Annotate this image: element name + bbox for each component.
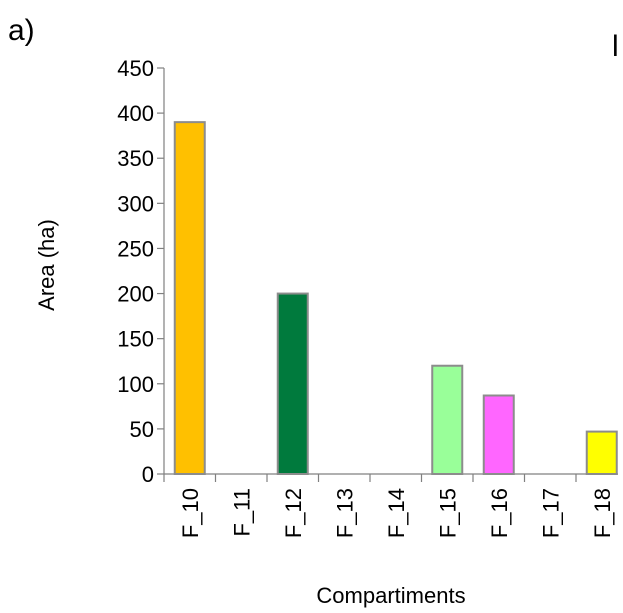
x-axis: F_10 F_11 F_12 F_13 F_14 F_15 F_16 F_17 F_18 — [163, 473, 618, 538]
bar-f-15 — [431, 364, 464, 476]
y-axis-title: Area (ha) — [34, 219, 59, 311]
bars — [173, 121, 618, 476]
y-tick-label: 350 — [117, 146, 154, 171]
y-tick-label: 0 — [142, 462, 154, 487]
x-tick-label: F_17 — [538, 488, 563, 538]
y-tick-label: 50 — [130, 417, 154, 442]
y-tick-label: 450 — [117, 56, 154, 81]
x-tick-label: F_18 — [590, 488, 615, 538]
y-axis: 0 50 100 150 200 250 300 350 400 450 — [117, 56, 165, 487]
x-tick-label: F_15 — [435, 488, 460, 538]
x-tick-label: F_14 — [384, 488, 409, 538]
y-tick-label: 200 — [117, 282, 154, 307]
x-tick-label: F_16 — [487, 488, 512, 538]
x-tick-label: F_12 — [281, 488, 306, 538]
y-tick-label: 400 — [117, 101, 154, 126]
bar-f-16 — [482, 394, 515, 475]
bar-f-18 — [585, 430, 618, 475]
y-tick-label: 300 — [117, 191, 154, 216]
y-tick-label: 100 — [117, 372, 154, 397]
y-tick-label: 250 — [117, 236, 154, 261]
x-tick-label: F_13 — [332, 488, 357, 538]
x-axis-title: Compartiments — [316, 583, 465, 608]
bar-f-12 — [276, 292, 309, 475]
y-tick-label: 150 — [117, 327, 154, 352]
next-panel-label-fragment: l — [612, 30, 619, 63]
bar-f-10 — [173, 121, 206, 475]
x-tick-label: F_11 — [229, 488, 254, 537]
panel-label: a) — [8, 14, 35, 47]
x-tick-label: F_10 — [178, 488, 203, 538]
